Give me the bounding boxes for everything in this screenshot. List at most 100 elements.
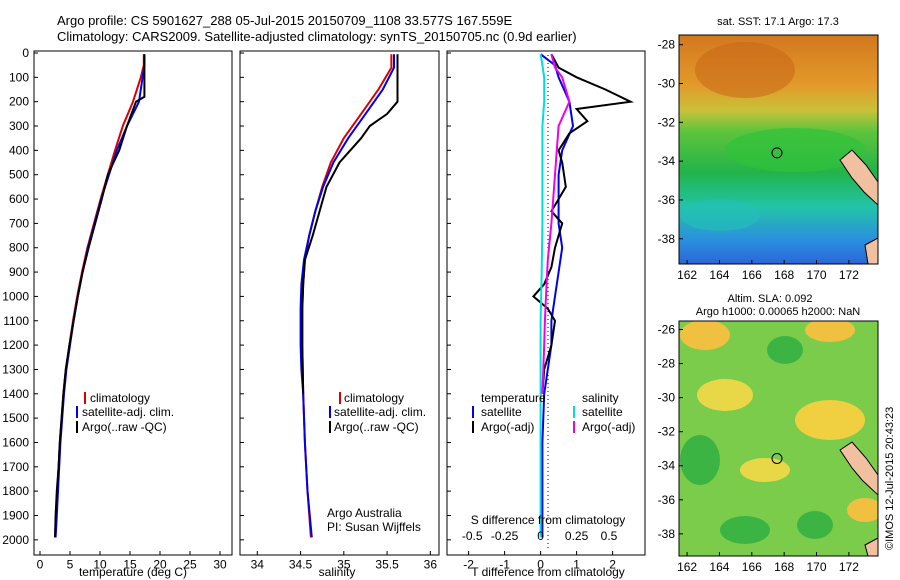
sla-map-subtitle: Argo h1000: 0.00065 h2000: NaN	[696, 306, 861, 318]
lat-tick-label: -38	[658, 527, 676, 541]
lat-tick-label: -34	[658, 459, 676, 473]
lat-tick-label: -28	[658, 357, 676, 371]
sla-map-ticks: 162 164 166 168 170 172 -26 -28 -30 -32 -34 -36 -38	[658, 323, 860, 574]
x-tick-label: 2	[609, 558, 616, 572]
sst-map-ticks: 162 164 166 168 170 172 -28 -30 -32 -34 -36 -38	[658, 38, 860, 282]
lon-tick-label: 166	[742, 560, 762, 574]
s-difference-label: S difference from climatology	[471, 513, 626, 527]
lon-tick-label: 164	[709, 560, 729, 574]
lat-tick-label: -30	[658, 391, 676, 405]
sla-map-frame	[678, 320, 879, 557]
s-tick-label: 0	[537, 529, 544, 543]
lat-tick-label: -32	[658, 425, 676, 439]
legend-t-satellite: satellite	[481, 405, 522, 419]
sst-map-frame	[678, 34, 879, 265]
s-tick-label: -0.25	[491, 529, 519, 543]
depth-tick-label: 1700	[2, 460, 29, 474]
depth-tick-label: 300	[9, 119, 29, 133]
figure-title-line1: Argo profile: CS 5901627_288 05-Jul-2015…	[57, 13, 512, 28]
legend-climatology: climatology	[344, 391, 404, 405]
salinity-profile-lines	[299, 54, 399, 538]
sla-map-title: Altim. SLA: 0.092	[728, 293, 813, 305]
sla-high	[847, 498, 878, 522]
legend-s-argo: Argo(-adj)	[582, 420, 635, 434]
depth-tick-label: 600	[9, 192, 29, 206]
imos-timestamp: ©IMOS 12-Jul-2015 20:43:23	[884, 407, 896, 550]
x-tick-label: -1	[499, 558, 510, 572]
depth-tick-label: 900	[9, 265, 29, 279]
lon-tick-label: 172	[839, 268, 859, 282]
t-difference-label: T difference from climatology	[471, 565, 625, 579]
temperature-axis-label: temperature (deg C)	[79, 565, 187, 579]
s-tick-label: 0.25	[565, 529, 589, 543]
depth-tick-label: 1400	[2, 387, 29, 401]
depth-tick-label: 1800	[2, 484, 29, 498]
argo-australia-label: Argo Australia	[327, 506, 402, 520]
lat-tick-label: -30	[658, 77, 676, 91]
depth-tick-label: 1200	[2, 338, 29, 352]
salinity-axis-ticks: 34 34.5 35 35.5 36	[251, 551, 438, 572]
s-tick-label: 0.5	[601, 529, 618, 543]
sst-green-tongue	[725, 128, 865, 172]
lon-tick-label: 170	[807, 268, 827, 282]
depth-tick-label: 1500	[2, 411, 29, 425]
depth-tick-label: 1000	[2, 289, 29, 303]
temperature-panel: 0100200300400500600700800900100011001200…	[2, 46, 451, 579]
depth-tick-label: 700	[9, 216, 29, 230]
sla-high	[795, 400, 865, 440]
sst-map-panel: sat. SST: 17.1 Argo: 17.3 162 164 166 168 17…	[658, 16, 879, 282]
salinity-legend: climatology satellite-adj. clim. Argo(..…	[329, 391, 426, 434]
sst-warm-patch	[695, 42, 795, 98]
lon-tick-label: 164	[709, 268, 729, 282]
sla-low	[797, 511, 833, 539]
legend-t-argo: Argo(-adj)	[481, 420, 534, 434]
sla-map-panel: Altim. SLA: 0.092 Argo h1000: 0.00065 h2…	[658, 293, 879, 574]
lon-tick-label: 168	[774, 268, 794, 282]
legend-argo: Argo(..raw -QC)	[334, 420, 419, 434]
depth-tick-label: 400	[9, 143, 29, 157]
lat-tick-label: -26	[658, 323, 676, 337]
salinity-axis-label: salinity	[319, 565, 356, 579]
difference-panel: temperature salinity satellite Argo(-adj…	[446, 50, 646, 579]
t-difference-ticks: -2 -1 0 1 2	[463, 551, 616, 572]
lon-tick-label: 162	[677, 560, 697, 574]
series-line-t-argo-adj-	[531, 53, 635, 394]
figure-title-line2: Climatology: CARS2009. Satellite-adjuste…	[57, 29, 577, 44]
x-tick-label: 0	[37, 558, 44, 572]
depth-tick-label: 1600	[2, 435, 29, 449]
series-line-s-argo-adj-	[541, 53, 571, 394]
series-line-climatology	[54, 54, 145, 538]
pi-label: PI: Susan Wijffels	[327, 520, 421, 534]
sla-coast	[839, 441, 878, 496]
s-tick-label: -0.5	[462, 529, 483, 543]
series-line-s-satellite	[539, 54, 546, 538]
argo-location-marker	[771, 453, 783, 464]
x-tick-label: 35.5	[375, 558, 399, 572]
lat-tick-label: -28	[658, 38, 676, 52]
lat-tick-label: -36	[658, 493, 676, 507]
legend-climatology: climatology	[90, 391, 150, 405]
x-tick-label: 10	[93, 558, 107, 572]
salinity-panel: 34 34.5 35 35.5 36 climatology satellite-adj…	[239, 50, 440, 579]
sla-high	[697, 379, 753, 411]
x-tick-label: -2	[463, 558, 474, 572]
lat-tick-label: -36	[658, 193, 676, 207]
legend-argo: Argo(..raw -QC)	[82, 420, 167, 434]
sst-island	[864, 237, 878, 264]
series-line-satellite-adj-clim-	[54, 54, 146, 538]
depth-tick-label: 1900	[2, 508, 29, 522]
lat-tick-label: -34	[658, 154, 676, 168]
x-tick-label: 34.5	[289, 558, 313, 572]
sla-high	[805, 321, 855, 342]
sst-map-title: sat. SST: 17.1 Argo: 17.3	[717, 16, 839, 28]
sst-coast	[839, 149, 878, 206]
depth-tick-label: 0	[22, 46, 29, 60]
argo-location-marker	[771, 147, 783, 159]
difference-legend: temperature salinity satellite Argo(-adj…	[472, 391, 635, 434]
x-tick-label: 20	[153, 558, 167, 572]
x-tick-label: 36	[424, 558, 438, 572]
depth-tick-label: 200	[9, 95, 29, 109]
difference-profile-lines	[531, 53, 635, 538]
difference-plot-frame	[446, 50, 646, 556]
lon-tick-label: 166	[742, 268, 762, 282]
